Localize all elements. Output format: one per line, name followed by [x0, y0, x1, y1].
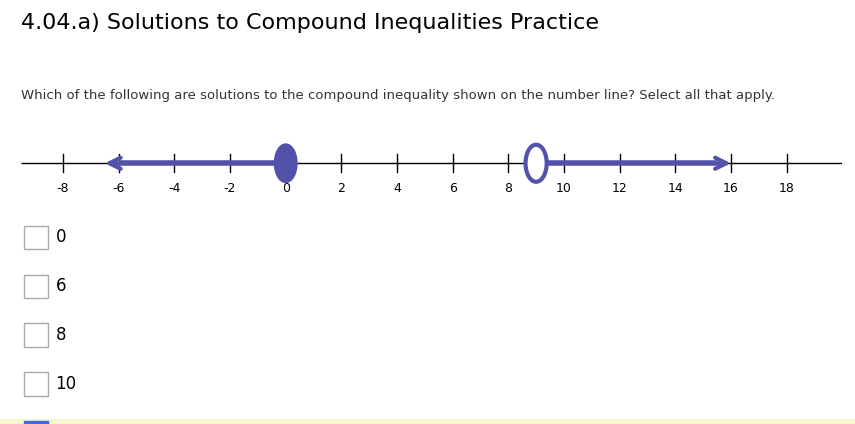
Text: 6: 6	[56, 277, 66, 295]
Text: -8: -8	[57, 182, 69, 195]
Text: 18: 18	[779, 182, 794, 195]
Text: 10: 10	[56, 375, 77, 393]
Text: 8: 8	[56, 326, 66, 344]
Text: 14: 14	[668, 182, 683, 195]
Text: 0: 0	[56, 229, 66, 246]
Text: 8: 8	[504, 182, 512, 195]
Text: -4: -4	[168, 182, 180, 195]
Text: 10: 10	[556, 182, 572, 195]
Text: 16: 16	[723, 182, 739, 195]
Text: -6: -6	[113, 182, 125, 195]
Text: 2: 2	[338, 182, 345, 195]
Text: 4.04.a) Solutions to Compound Inequalities Practice: 4.04.a) Solutions to Compound Inequaliti…	[21, 13, 599, 33]
Text: Which of the following are solutions to the compound inequality shown on the num: Which of the following are solutions to …	[21, 89, 775, 102]
Text: -2: -2	[224, 182, 236, 195]
Text: 6: 6	[449, 182, 457, 195]
Text: 0: 0	[281, 182, 290, 195]
Circle shape	[275, 145, 297, 182]
Text: 12: 12	[611, 182, 628, 195]
Circle shape	[526, 145, 546, 182]
Text: 4: 4	[393, 182, 401, 195]
